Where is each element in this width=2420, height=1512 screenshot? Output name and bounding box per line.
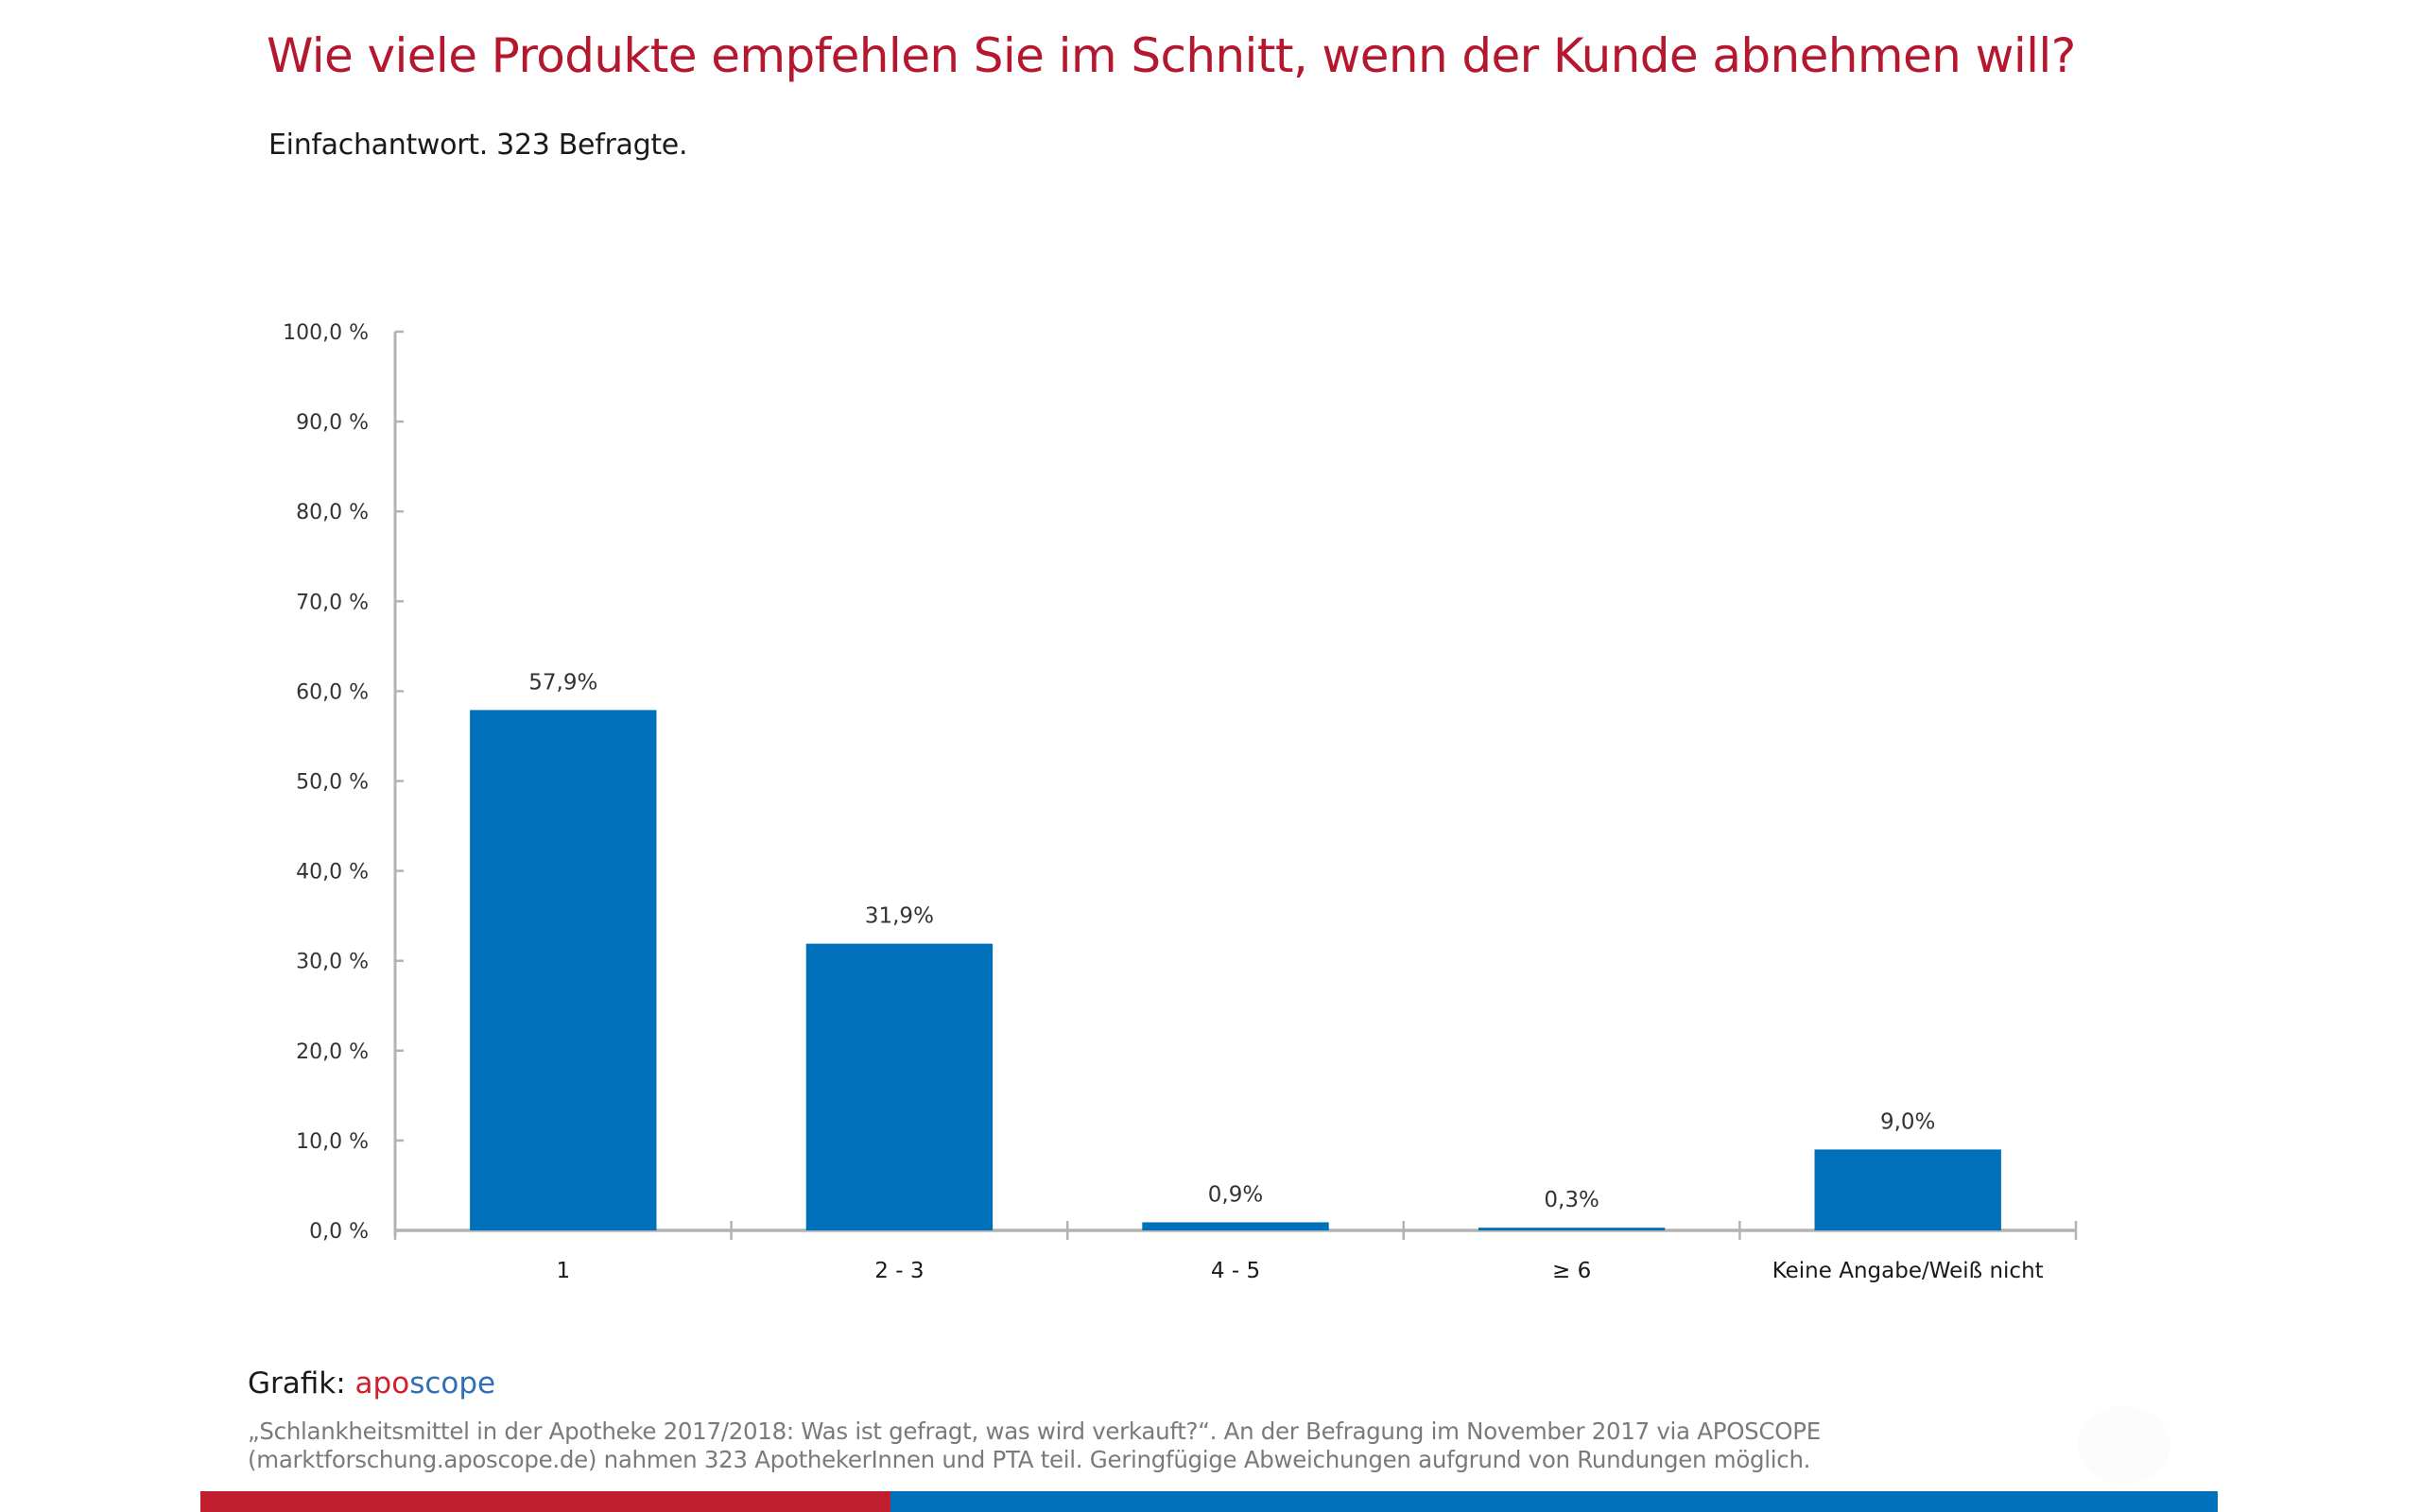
- y-tick-label: 10,0 %: [296, 1130, 369, 1154]
- chart-title: Wie viele Produkte empfehlen Sie im Schn…: [267, 28, 2076, 83]
- y-tick-label: 30,0 %: [296, 951, 369, 974]
- brand-logo-scope: scope: [409, 1366, 496, 1400]
- data-labels: 57,9% 31,9% 0,9% 0,3% 9,0%: [528, 670, 1935, 1212]
- data-label: 31,9%: [865, 904, 934, 929]
- bar: [470, 710, 657, 1230]
- footnote: „Schlankheitsmittel in der Apotheke 2017…: [248, 1418, 2138, 1474]
- y-tick-label: 70,0 %: [296, 591, 369, 614]
- x-category-label: 4 - 5: [1211, 1259, 1260, 1283]
- bar: [1478, 1228, 1666, 1230]
- y-tick-label: 60,0 %: [296, 680, 369, 704]
- y-tick-label: 90,0 %: [296, 411, 369, 435]
- x-category-label: Keine Angabe/Weiß nicht: [1772, 1259, 2044, 1283]
- bar: [1142, 1222, 1329, 1230]
- x-category-label: ≥ 6: [1552, 1259, 1591, 1283]
- bar: [1814, 1149, 2001, 1230]
- y-tick-label: 40,0 %: [296, 861, 369, 885]
- x-category-label: 2 - 3: [874, 1259, 924, 1283]
- footnote-line-2: (marktforschung.aposcope.de) nahmen 323 …: [248, 1446, 1811, 1473]
- y-tick-label: 20,0 %: [296, 1040, 369, 1064]
- x-category-label: 1: [556, 1259, 570, 1283]
- grafik-label: Grafik:: [248, 1366, 346, 1400]
- footer-stripe-red: [200, 1491, 890, 1512]
- chart-subtitle: Einfachantwort. 323 Befragte.: [268, 129, 688, 162]
- footer-stripe-blue: [890, 1491, 2218, 1512]
- bars: [470, 710, 2001, 1230]
- brand-logo-apo: apo: [354, 1366, 410, 1400]
- y-axis: 0,0 % 10,0 % 20,0 % 30,0 % 40,0 % 50,0 % 60,0 …: [283, 321, 404, 1244]
- y-tick-label: 80,0 %: [296, 501, 369, 524]
- x-axis: 1 2 - 3 4 - 5 ≥ 6 Keine Angabe/Weiß nicht: [393, 1221, 2078, 1283]
- source-credit: Grafik: aposcope: [248, 1366, 495, 1400]
- y-tick-label: 50,0 %: [296, 771, 369, 795]
- bar: [805, 943, 994, 1230]
- data-label: 0,9%: [1208, 1182, 1263, 1207]
- data-label: 9,0%: [1880, 1109, 1935, 1134]
- bar-chart: 0,0 % 10,0 % 20,0 % 30,0 % 40,0 % 50,0 % 60,0 …: [283, 321, 2078, 1283]
- y-tick-label: 100,0 %: [283, 321, 369, 345]
- data-label: 57,9%: [528, 670, 597, 695]
- y-tick-label: 0,0 %: [309, 1220, 369, 1244]
- footnote-line-1: „Schlankheitsmittel in der Apotheke 2017…: [248, 1418, 1821, 1445]
- faint-circle-decoration: [2078, 1406, 2170, 1484]
- data-label: 0,3%: [1544, 1188, 1599, 1212]
